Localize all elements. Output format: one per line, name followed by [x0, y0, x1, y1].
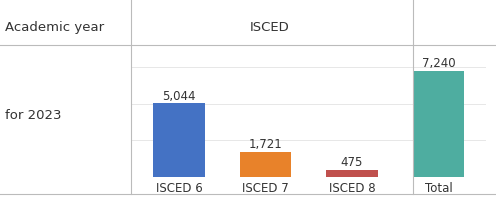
Text: 1,721: 1,721: [248, 137, 282, 150]
Text: 475: 475: [341, 156, 363, 169]
Bar: [240, 152, 292, 177]
Text: Academic year: Academic year: [5, 21, 104, 34]
Text: ISCED: ISCED: [250, 21, 290, 34]
Bar: [153, 104, 205, 177]
Bar: [326, 170, 378, 177]
Text: 7,240: 7,240: [422, 57, 455, 70]
Text: 5,044: 5,044: [162, 89, 196, 102]
Bar: [413, 72, 464, 177]
Text: for 2023: for 2023: [5, 109, 62, 122]
